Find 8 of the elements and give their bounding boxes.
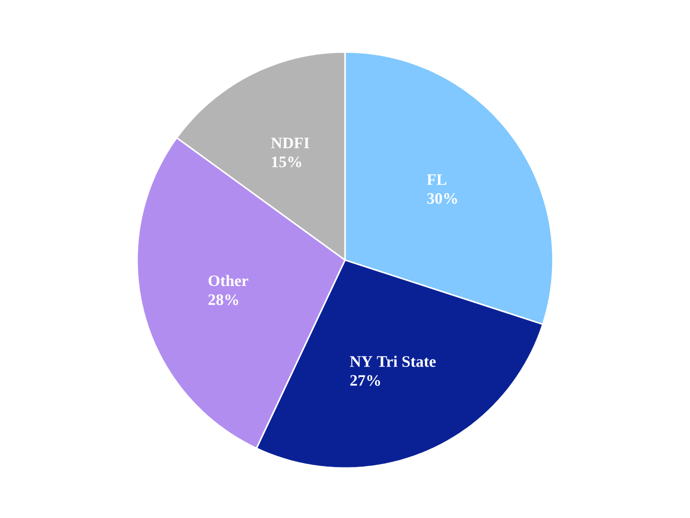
slice-label: NDFI xyxy=(271,138,310,148)
slice-label: Other xyxy=(208,274,248,286)
slice-label: FL xyxy=(426,174,446,185)
data-label: 15% xyxy=(272,156,302,168)
data-label: 28% xyxy=(208,294,238,306)
data-label: 27% xyxy=(350,375,380,386)
slice-label: NY Tri State xyxy=(350,356,436,367)
data-label: 30% xyxy=(427,193,458,204)
